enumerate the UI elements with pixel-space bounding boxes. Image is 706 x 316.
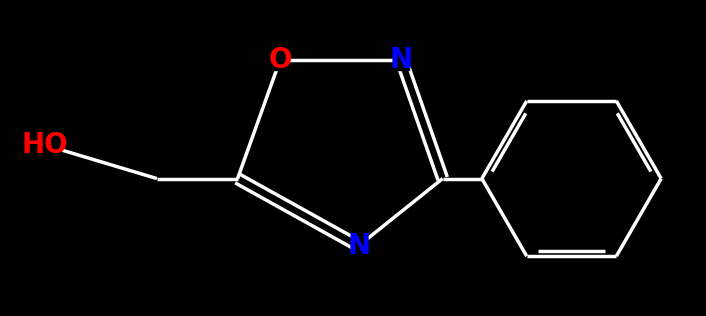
Text: N: N xyxy=(347,232,370,260)
Bar xyxy=(393,50,409,70)
Text: HO: HO xyxy=(21,131,68,159)
Bar xyxy=(351,236,366,256)
Bar xyxy=(29,135,61,155)
Text: O: O xyxy=(268,46,292,74)
Text: N: N xyxy=(390,46,413,74)
Bar xyxy=(272,50,288,70)
